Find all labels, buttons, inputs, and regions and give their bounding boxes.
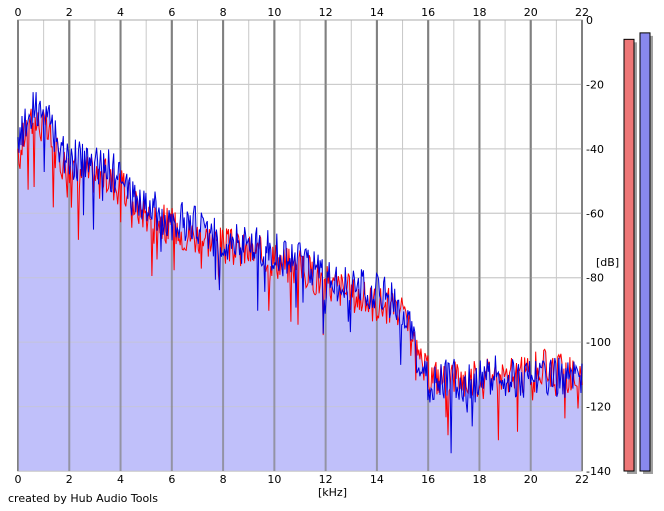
x-axis-unit-label: [kHz] — [318, 486, 347, 499]
y-tick-label: -20 — [586, 78, 604, 91]
x-tick-label-top: 6 — [168, 6, 175, 19]
y-tick-labels: 0 -20 -40 -60 -80 -100 -120 -140 — [586, 14, 611, 478]
x-tick-label-top: 18 — [472, 6, 486, 19]
x-tick-labels-top: 0 2 4 6 8 10 12 14 16 18 20 22 — [15, 6, 590, 19]
y-tick-label: -100 — [586, 336, 611, 349]
x-tick-label-bottom: 16 — [421, 473, 435, 486]
level-meter-right — [639, 32, 651, 472]
x-tick-label-bottom: 14 — [370, 473, 384, 486]
x-tick-label-top: 12 — [319, 6, 333, 19]
x-tick-label-top: 0 — [15, 6, 22, 19]
x-tick-label-bottom: 6 — [168, 473, 175, 486]
x-tick-label-top: 2 — [66, 6, 73, 19]
x-tick-label-top: 8 — [220, 6, 227, 19]
y-axis-unit-label: [dB] — [596, 256, 620, 269]
level-meter-left — [623, 38, 635, 472]
x-tick-label-bottom: 4 — [117, 473, 124, 486]
y-tick-label: -140 — [586, 465, 611, 478]
x-tick-label-bottom: 0 — [15, 473, 22, 486]
y-tick-label: -40 — [586, 143, 604, 156]
y-tick-label: -80 — [586, 272, 604, 285]
y-tick-label: 0 — [586, 14, 593, 27]
series-line-right — [17, 92, 583, 454]
x-tick-label-top: 16 — [421, 6, 435, 19]
x-tick-label-bottom: 10 — [267, 473, 281, 486]
level-meters — [623, 32, 653, 475]
x-tick-label-top: 4 — [117, 6, 124, 19]
x-tick-label-top: 10 — [267, 6, 281, 19]
x-tick-label-top: 22 — [575, 6, 589, 19]
series-layer — [17, 92, 583, 454]
x-tick-label-top: 20 — [524, 6, 538, 19]
x-tick-label-bottom: 2 — [66, 473, 73, 486]
x-tick-label-bottom: 18 — [472, 473, 486, 486]
x-tick-labels-bottom: 0 2 4 6 8 10 12 14 16 18 20 22 — [15, 473, 590, 486]
x-tick-label-top: 14 — [370, 6, 384, 19]
x-tick-label-bottom: 22 — [575, 473, 589, 486]
x-tick-label-bottom: 8 — [220, 473, 227, 486]
x-tick-label-bottom: 20 — [524, 473, 538, 486]
y-tick-label: -60 — [586, 207, 604, 220]
credit-text: created by Hub Audio Tools — [8, 492, 158, 505]
y-tick-label: -120 — [586, 401, 611, 414]
x-tick-label-bottom: 12 — [319, 473, 333, 486]
